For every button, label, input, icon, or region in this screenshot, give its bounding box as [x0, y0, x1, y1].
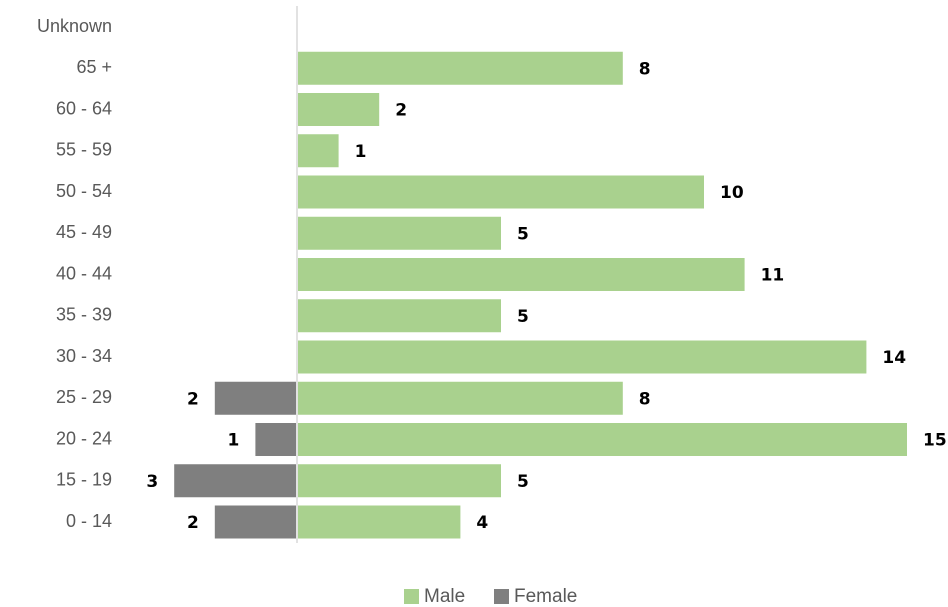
bar-male-45-49: [298, 216, 501, 250]
value-label-female-15-19: 3: [146, 472, 158, 492]
value-label-male-30-34: 14: [882, 348, 906, 368]
category-label-60-64: 60 - 64: [56, 98, 112, 118]
bar-male-15-19: [298, 464, 501, 498]
value-label-male-40-44: 11: [761, 266, 785, 286]
value-label-male-65: 8: [639, 59, 651, 79]
bar-male-0-14: [298, 505, 461, 539]
value-label-female-25-29: 2: [187, 389, 199, 409]
value-label-male-60-64: 2: [395, 101, 407, 121]
bar-male-25-29: [298, 381, 623, 415]
bars-layer: [174, 51, 907, 539]
legend-swatch-female: [494, 589, 509, 604]
bar-male-20-24: [298, 423, 907, 456]
category-label-50-54: 50 - 54: [56, 181, 112, 201]
bar-male-50-54: [298, 175, 704, 209]
value-label-male-50-54: 10: [720, 183, 744, 203]
bar-male-40-44: [298, 258, 745, 291]
bar-male-60-64: [298, 93, 380, 126]
bar-female-15-19: [174, 464, 296, 498]
category-label-20-24: 20 - 24: [56, 428, 112, 448]
category-label-0-14: 0 - 14: [66, 511, 112, 531]
category-label-55-59: 55 - 59: [56, 140, 112, 160]
legend-swatch-male: [404, 589, 419, 604]
bar-female-20-24: [255, 423, 296, 456]
value-label-male-35-39: 5: [517, 307, 529, 327]
category-label-15-19: 15 - 19: [56, 470, 112, 490]
category-labels: 0 - 14 15 - 19 20 - 24 25 - 29 30 - 34 35 - 3…: [37, 16, 112, 531]
category-label-40-44: 40 - 44: [56, 263, 112, 283]
value-label-male-15-19: 5: [517, 472, 529, 492]
bar-female-25-29: [214, 381, 296, 415]
bar-male-35-39: [298, 299, 501, 333]
category-label-45-49: 45 - 49: [56, 222, 112, 242]
bar-male-65: [298, 51, 623, 85]
value-label-male-20-24: 15: [923, 431, 947, 451]
value-label-male-25-29: 8: [639, 389, 651, 409]
legend-label-male: Male: [424, 586, 465, 607]
category-label-unknown: Unknown: [37, 16, 112, 36]
value-labels: 4 2 5 3 15 1 8 2 14 5 11 5 10 1 2 8: [146, 59, 946, 533]
bar-male-30-34: [298, 340, 867, 374]
bar-female-0-14: [214, 505, 296, 539]
category-label-30-34: 30 - 34: [56, 346, 112, 366]
value-label-male-55-59: 1: [355, 142, 367, 162]
value-label-female-0-14: 2: [187, 513, 199, 533]
legend: Male Female: [404, 586, 577, 607]
category-label-25-29: 25 - 29: [56, 387, 112, 407]
value-label-female-20-24: 1: [228, 431, 240, 451]
legend-label-female: Female: [514, 586, 577, 607]
category-label-65: 65 +: [76, 57, 112, 77]
value-label-male-45-49: 5: [517, 224, 529, 244]
category-label-35-39: 35 - 39: [56, 305, 112, 325]
bar-male-55-59: [298, 134, 339, 168]
value-label-male-0-14: 4: [476, 513, 488, 533]
